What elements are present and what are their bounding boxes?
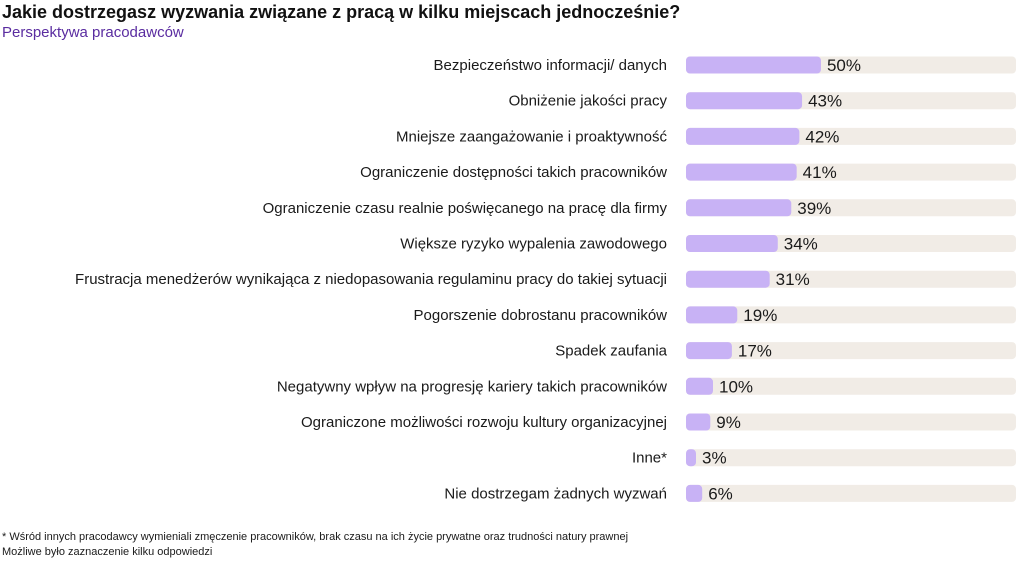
bar bbox=[686, 342, 732, 360]
category-label: Nie dostrzegam żadnych wyzwań bbox=[444, 485, 667, 502]
data-label: 6% bbox=[708, 484, 733, 503]
data-label: 17% bbox=[738, 342, 772, 361]
data-label: 34% bbox=[784, 235, 818, 254]
category-label: Pogorszenie dobrostanu pracowników bbox=[414, 307, 668, 324]
bar bbox=[686, 377, 713, 395]
footnotes: * Wśród innych pracodawcy wymieniali zmę… bbox=[2, 530, 628, 560]
chart-subtitle: Perspektywa pracodawców bbox=[2, 24, 184, 41]
category-label: Bezpieczeństwo informacji/ danych bbox=[434, 57, 667, 74]
bar bbox=[686, 270, 770, 288]
data-label: 50% bbox=[827, 56, 861, 75]
bar-track bbox=[686, 413, 1016, 431]
bar bbox=[686, 449, 696, 467]
category-label: Obniżenie jakości pracy bbox=[509, 93, 668, 110]
footnote-multiple-answers: Możliwe było zaznaczenie kilku odpowiedz… bbox=[2, 546, 213, 558]
bar bbox=[686, 306, 738, 324]
category-label: Ograniczenie dostępności takich pracowni… bbox=[360, 164, 667, 181]
category-label: Ograniczone możliwości rozwoju kultury o… bbox=[301, 414, 667, 431]
category-label: Negatywny wpływ na progresję kariery tak… bbox=[277, 378, 667, 395]
bar bbox=[686, 199, 792, 217]
data-label: 39% bbox=[797, 199, 831, 218]
data-label: 9% bbox=[716, 413, 741, 432]
bar bbox=[686, 92, 803, 110]
bar bbox=[686, 127, 800, 145]
data-label: 3% bbox=[702, 449, 727, 468]
bar-track bbox=[686, 484, 1016, 502]
category-label: Spadek zaufania bbox=[555, 343, 667, 360]
data-label: 43% bbox=[808, 92, 842, 111]
category-label: Ograniczenie czasu realnie poświęcanego … bbox=[263, 200, 668, 217]
bar bbox=[686, 56, 821, 74]
bar bbox=[686, 484, 703, 502]
data-label: 10% bbox=[719, 377, 753, 396]
bar bbox=[686, 413, 711, 431]
category-label: Mniejsze zaangażowanie i proaktywność bbox=[396, 128, 667, 145]
bar bbox=[686, 163, 797, 181]
data-label: 19% bbox=[743, 306, 777, 325]
data-label: 31% bbox=[776, 270, 810, 289]
bar-track bbox=[686, 449, 1016, 467]
bar-track bbox=[686, 342, 1016, 360]
bar bbox=[686, 235, 778, 252]
footnote-other: * Wśród innych pracodawcy wymieniali zmę… bbox=[2, 531, 629, 543]
data-label: 42% bbox=[805, 127, 839, 146]
bar-track bbox=[686, 306, 1016, 324]
category-label: Większe ryzyko wypalenia zawodowego bbox=[400, 236, 667, 253]
data-label: 41% bbox=[803, 163, 837, 182]
bar-track bbox=[686, 377, 1016, 395]
category-label: Frustracja menedżerów wynikająca z niedo… bbox=[75, 271, 667, 288]
category-label: Inne* bbox=[632, 450, 667, 467]
chart-title: Jakie dostrzegasz wyzwania związane z pr… bbox=[2, 2, 681, 22]
